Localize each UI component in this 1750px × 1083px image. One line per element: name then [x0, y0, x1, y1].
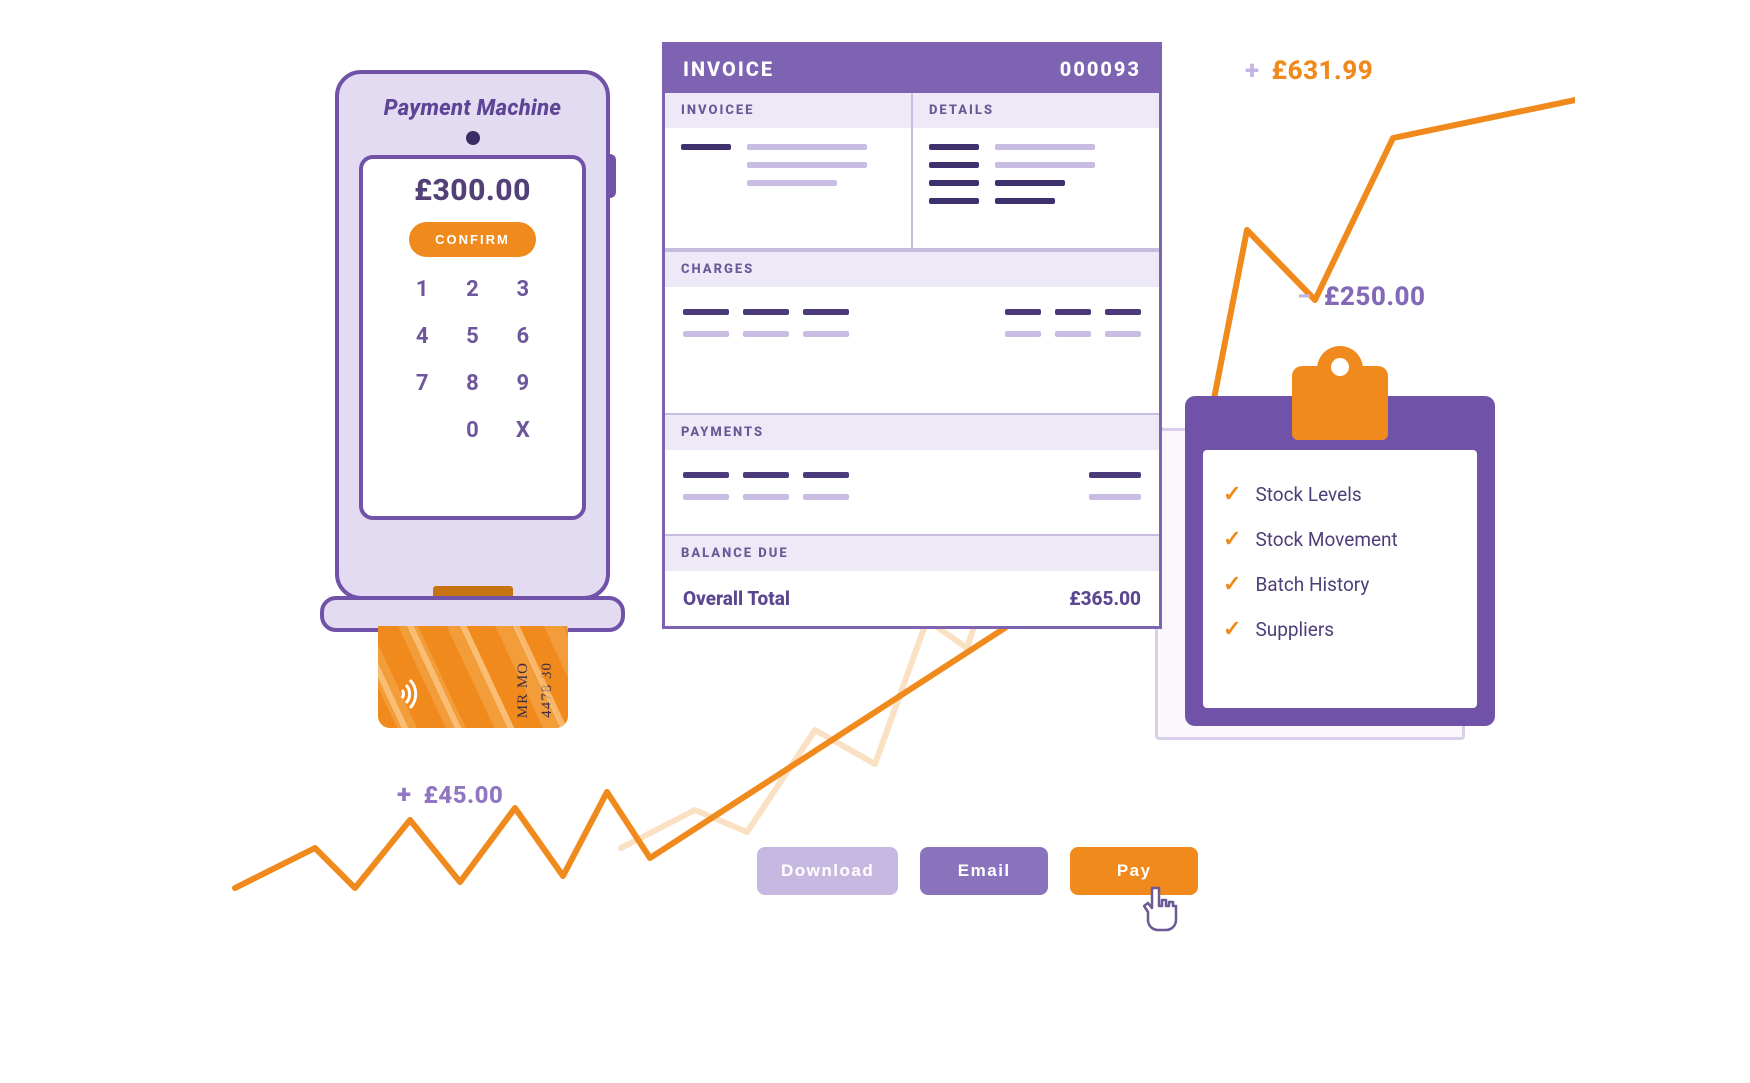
- invoice-number: 000093: [1060, 57, 1141, 81]
- machine-indicator-dot: [466, 131, 480, 145]
- card-name: MR MO: [515, 662, 532, 718]
- invoice-actions: Download Email Pay: [757, 847, 1198, 895]
- section-charges: CHARGES: [665, 250, 1159, 287]
- section-balance-due: BALANCE DUE: [665, 534, 1159, 571]
- delta-top-right: + £631.99: [1245, 56, 1373, 86]
- clipboard-item-label: Stock Movement: [1255, 528, 1397, 551]
- keypad-key-5[interactable]: 5: [447, 318, 497, 355]
- payments-body: [665, 450, 1159, 534]
- keypad-key-1[interactable]: 1: [397, 271, 447, 308]
- section-details: DETAILS: [913, 93, 1159, 128]
- overall-total-value: £365.00: [1069, 587, 1141, 610]
- check-icon: ✓: [1223, 527, 1241, 552]
- clipboard: ✓ Stock Levels ✓ Stock Movement ✓ Batch Histo…: [1185, 396, 1495, 726]
- balance-row: Overall Total £365.00: [665, 571, 1159, 626]
- invoicee-body: [665, 128, 911, 248]
- keypad-key-6[interactable]: 6: [498, 318, 548, 355]
- confirm-button[interactable]: CONFIRM: [409, 222, 536, 257]
- delta-bottom-left: + £45.00: [397, 780, 503, 810]
- delta-mid-right: − £250.00: [1297, 282, 1426, 312]
- overall-total-label: Overall Total: [683, 587, 790, 610]
- keypad-key-x[interactable]: X: [498, 412, 548, 449]
- keypad-key-0[interactable]: 0: [447, 412, 497, 449]
- check-icon: ✓: [1223, 572, 1241, 597]
- clipboard-item: ✓ Stock Movement: [1223, 517, 1457, 562]
- credit-card: 4478 30 MR MO: [378, 626, 568, 728]
- invoice-title: INVOICE: [683, 57, 774, 81]
- keypad-key-2[interactable]: 2: [447, 271, 497, 308]
- clipboard-item: ✓ Suppliers: [1223, 607, 1457, 652]
- amount-display: £300.00: [373, 173, 572, 208]
- contactless-icon: [398, 674, 438, 714]
- payment-machine: Payment Machine £300.00 CONFIRM 123 456 78…: [335, 70, 610, 600]
- clipboard-paper: ✓ Stock Levels ✓ Stock Movement ✓ Batch Histo…: [1203, 450, 1477, 708]
- keypad-key-3[interactable]: 3: [498, 271, 548, 308]
- clipboard-item: ✓ Stock Levels: [1223, 472, 1457, 517]
- check-icon: ✓: [1223, 482, 1241, 507]
- cursor-hand-icon: [1143, 882, 1187, 934]
- clipboard-item-label: Batch History: [1255, 573, 1369, 596]
- section-payments: PAYMENTS: [665, 413, 1159, 450]
- details-body: [913, 128, 1159, 248]
- keypad-key-4[interactable]: 4: [397, 318, 447, 355]
- check-icon: ✓: [1223, 617, 1241, 642]
- machine-side-button[interactable]: [606, 154, 616, 198]
- keypad-key-8[interactable]: 8: [447, 365, 497, 402]
- invoice-header: INVOICE 000093: [665, 45, 1159, 93]
- machine-title: Payment Machine: [339, 74, 606, 129]
- section-invoicee: INVOICEE: [665, 93, 911, 128]
- clipboard-clip-icon: [1292, 366, 1388, 440]
- charges-body: [665, 287, 1159, 413]
- keypad-key-9[interactable]: 9: [498, 365, 548, 402]
- keypad-key-7[interactable]: 7: [397, 365, 447, 402]
- clipboard-item: ✓ Batch History: [1223, 562, 1457, 607]
- keypad: 123 456 7890X: [373, 267, 572, 449]
- email-button[interactable]: Email: [920, 847, 1048, 895]
- invoice-panel: INVOICE 000093 INVOICEE DETAILS: [662, 42, 1162, 629]
- download-button[interactable]: Download: [757, 847, 898, 895]
- clipboard-item-label: Stock Levels: [1255, 483, 1361, 506]
- card-number: 4478 30: [539, 662, 556, 718]
- machine-screen: £300.00 CONFIRM 123 456 7890X: [359, 155, 586, 520]
- clipboard-item-label: Suppliers: [1255, 618, 1334, 641]
